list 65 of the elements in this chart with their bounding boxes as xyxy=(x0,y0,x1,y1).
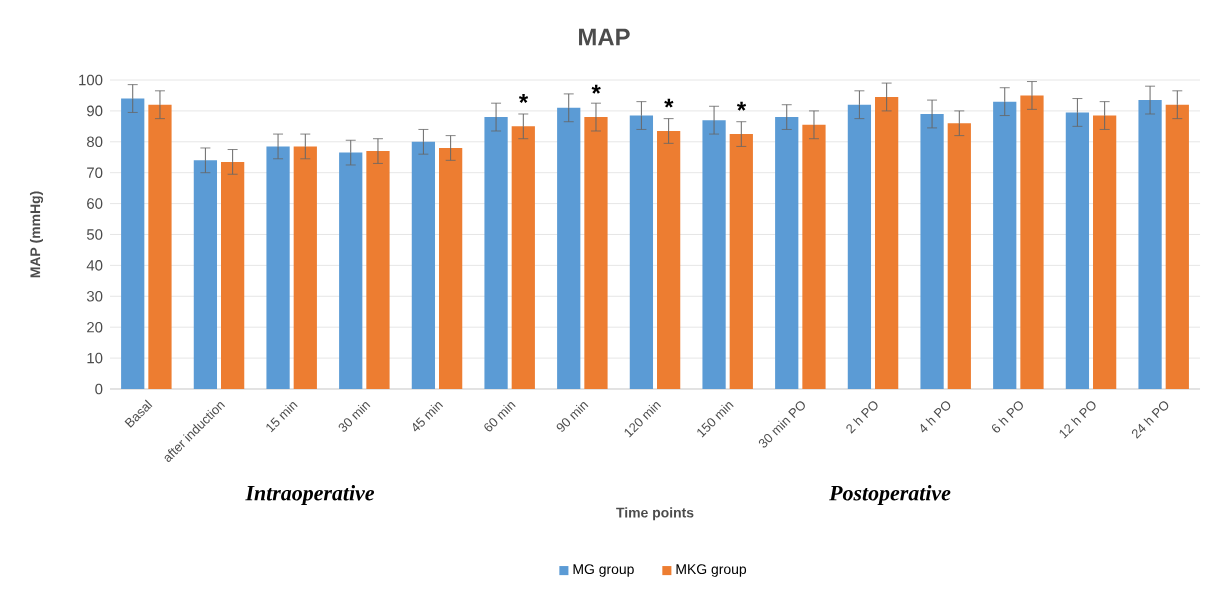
x-tick-label: 45 min xyxy=(412,402,444,432)
annotation: * xyxy=(664,98,674,108)
x-tick-label: 15 min xyxy=(266,402,298,433)
y-tick-label: 20 xyxy=(87,321,103,333)
x-tick-label: 60 min xyxy=(484,402,516,432)
bar xyxy=(775,117,799,389)
bar xyxy=(1065,112,1090,389)
text: Intraoperative xyxy=(245,485,375,505)
bar xyxy=(947,123,971,389)
bar xyxy=(193,160,218,389)
bar xyxy=(729,134,753,389)
bar xyxy=(1138,100,1162,389)
legend-label: MKG group xyxy=(676,564,747,577)
x-tick-label: 6 h PO xyxy=(991,401,1023,433)
bar xyxy=(920,113,944,389)
bar xyxy=(511,126,535,389)
bar xyxy=(293,146,317,389)
x-axis-title: Time points xyxy=(616,507,694,521)
bar xyxy=(221,161,245,389)
bar xyxy=(802,124,826,389)
bar xyxy=(993,101,1017,389)
x-tick-label: 90 min xyxy=(556,402,589,432)
x-tick-label: 12 h PO xyxy=(1059,401,1096,439)
bar xyxy=(875,96,899,389)
bar xyxy=(366,151,390,389)
x-tick-label: 30 min PO xyxy=(758,401,805,448)
x-tick-label: 30 min xyxy=(338,402,371,432)
chart-title: MAP xyxy=(579,28,630,46)
y-tick-label: 90 xyxy=(87,105,103,117)
bar xyxy=(121,98,145,389)
bar xyxy=(484,117,508,389)
y-tick-label: 80 xyxy=(87,136,103,148)
legend-label: MG group xyxy=(573,564,634,577)
y-tick-label: 10 xyxy=(87,352,103,364)
y-tick-label: 0 xyxy=(95,383,103,395)
bar xyxy=(584,117,608,389)
bar xyxy=(339,152,363,389)
bar xyxy=(266,146,290,389)
y-tick-label: 70 xyxy=(87,167,103,178)
bar xyxy=(629,115,654,389)
x-tick-label: 2 h PO xyxy=(846,401,878,434)
bar xyxy=(439,147,463,389)
x-tick-label: 24 h PO xyxy=(1131,401,1169,439)
y-tick-label: 60 xyxy=(87,198,103,209)
text: Postoperative xyxy=(829,485,951,505)
y-tick-label: 30 xyxy=(86,291,103,302)
annotation: * xyxy=(591,84,601,94)
y-tick-label: 40 xyxy=(86,260,103,271)
bar xyxy=(1020,95,1044,389)
bar xyxy=(411,141,436,389)
bar xyxy=(847,104,872,389)
x-tick-label: 120 min xyxy=(624,402,662,438)
x-tick-label: 4 h PO xyxy=(920,401,951,433)
bar xyxy=(1093,115,1117,389)
annotation: * xyxy=(518,94,529,103)
x-tick-label: 150 min xyxy=(697,402,734,438)
y-tick-label: 50 xyxy=(86,229,103,240)
bar xyxy=(1165,104,1189,389)
bar xyxy=(148,104,172,389)
bar xyxy=(702,120,726,389)
annotation: * xyxy=(736,101,747,111)
bar xyxy=(657,130,681,389)
y-axis-title: MAP (mmHg) xyxy=(29,191,44,278)
y-tick-label: 100 xyxy=(79,74,103,86)
bar xyxy=(557,107,581,389)
